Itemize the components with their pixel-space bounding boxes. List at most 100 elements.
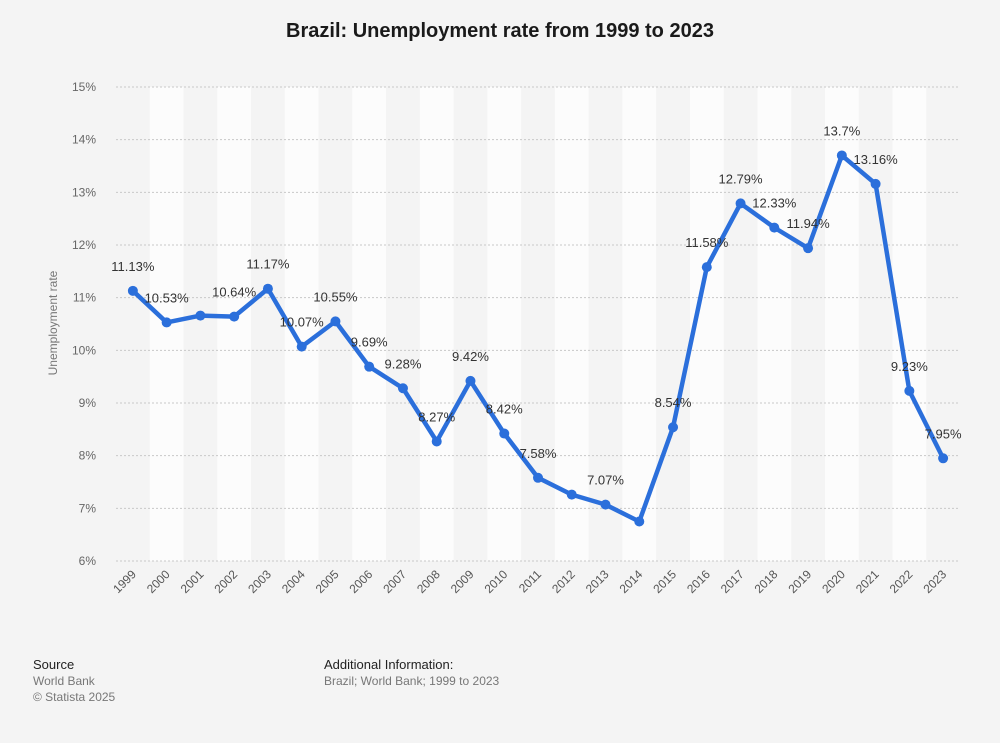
data-label: 11.94%: [787, 216, 831, 231]
x-tick-label: 2010: [482, 567, 511, 596]
x-tick-label: 2019: [785, 567, 814, 596]
data-point: [566, 489, 577, 500]
data-point: [904, 385, 915, 396]
data-point: [870, 178, 881, 189]
x-tick-label: 2022: [887, 567, 916, 596]
data-label: 8.54%: [655, 395, 692, 410]
column-bands: [149, 87, 927, 561]
chart-title: Brazil: Unemployment rate from 1999 to 2…: [286, 20, 714, 42]
y-tick-label: 9%: [79, 396, 97, 410]
y-tick-label: 13%: [72, 185, 96, 199]
data-label: 12.33%: [752, 196, 797, 211]
x-tick-label: 2012: [549, 567, 578, 596]
y-tick-label: 15%: [72, 80, 96, 94]
column-band: [352, 87, 387, 561]
data-label: 13.16%: [854, 152, 899, 167]
x-tick-label: 2011: [516, 567, 544, 595]
data-point: [330, 316, 341, 327]
column-band: [554, 87, 589, 561]
data-point: [229, 311, 240, 322]
data-point: [533, 472, 543, 483]
y-tick-label: 7%: [79, 501, 97, 515]
data-label: 9.42%: [452, 349, 489, 364]
data-point: [803, 243, 814, 254]
data-point: [262, 283, 273, 294]
data-label: 9.69%: [351, 335, 388, 350]
data-point: [195, 310, 206, 321]
data-label: 10.55%: [313, 289, 358, 304]
data-point: [836, 150, 847, 161]
x-tick-label: 2005: [313, 567, 342, 596]
series-line: [130, 153, 946, 524]
data-label: 8.27%: [418, 409, 455, 424]
data-point: [668, 422, 679, 433]
data-point: [127, 285, 138, 296]
x-tick-label: 2018: [752, 567, 781, 596]
x-tick-label: 2013: [583, 567, 612, 596]
data-label: 7.95%: [925, 426, 962, 441]
column-band: [757, 87, 792, 561]
x-tick-label: 2009: [448, 567, 477, 596]
y-tick-label: 12%: [72, 238, 96, 252]
data-point: [161, 317, 172, 328]
data-label: 13.7%: [823, 123, 860, 138]
data-point: [465, 375, 476, 386]
data-point: [634, 516, 645, 527]
x-tick-label: 2021: [853, 567, 882, 596]
x-tick-label: 2017: [718, 567, 747, 596]
data-label: 10.07%: [280, 315, 325, 330]
column-band: [419, 87, 454, 561]
x-tick-label: 2008: [414, 567, 443, 596]
x-tick-label: 2002: [211, 567, 240, 596]
data-point: [938, 453, 949, 464]
data-point: [769, 222, 780, 233]
source-block: Source World Bank © Statista 2025: [33, 657, 115, 705]
y-tick-label: 10%: [72, 343, 96, 357]
data-label: 11.13%: [111, 259, 155, 274]
copyright: © Statista 2025: [33, 690, 116, 704]
data-point: [431, 436, 442, 447]
x-tick-label: 1999: [110, 567, 139, 596]
data-label: 10.53%: [145, 290, 190, 305]
y-axis-label: Unemployment rate: [46, 270, 60, 375]
x-tick-label: 2016: [684, 567, 713, 596]
x-tick-label: 2003: [245, 567, 274, 596]
data-label: 7.07%: [587, 473, 624, 488]
data-point: [735, 198, 746, 209]
data-label: 9.28%: [385, 356, 422, 371]
data-labels: 11.13% 10.53% 10.64% 11.17% 10.07% 10.55% 9.69…: [111, 123, 962, 487]
column-band: [622, 87, 657, 561]
x-tick-label: 2014: [617, 567, 646, 596]
data-point: [296, 341, 307, 352]
additional-info-block: Additional Information: Brazil; World Ba…: [324, 657, 499, 689]
data-label: 10.64%: [212, 285, 257, 300]
data-label: 9.23%: [891, 359, 928, 374]
series-line-path: [130, 153, 946, 524]
data-label: 12.79%: [719, 171, 764, 186]
y-tick-label: 11%: [73, 291, 96, 305]
data-label: 11.17%: [246, 257, 290, 272]
data-point: [397, 383, 408, 394]
x-tick-label: 2000: [144, 567, 173, 596]
source-heading: Source: [33, 657, 75, 672]
x-tick-label: 2020: [819, 567, 848, 596]
x-tick-label: 2007: [380, 567, 409, 596]
x-axis-ticks: 1999 2000 2001 2002 2003 2004 2005 2006 2007 2008…: [110, 567, 949, 596]
additional-info-heading: Additional Information:: [324, 657, 454, 672]
x-tick-label: 2015: [650, 567, 679, 596]
data-point: [364, 361, 375, 372]
data-label: 8.42%: [486, 402, 523, 417]
column-band: [487, 87, 522, 561]
data-label: 7.58%: [520, 446, 557, 461]
data-point: [701, 262, 712, 273]
additional-info-text: Brazil; World Bank; 1999 to 2023: [324, 674, 500, 688]
data-label: 11.58%: [685, 235, 729, 250]
y-axis-ticks: 6% 7% 8% 9% 10% 11% 12% 13% 14% 15%: [72, 80, 96, 568]
y-tick-label: 8%: [79, 449, 97, 463]
y-tick-label: 14%: [72, 133, 96, 147]
x-tick-label: 2006: [347, 567, 376, 596]
x-tick-label: 2004: [279, 567, 308, 596]
source-name: World Bank: [33, 674, 95, 688]
data-point: [600, 499, 611, 510]
x-tick-label: 2023: [920, 567, 949, 596]
